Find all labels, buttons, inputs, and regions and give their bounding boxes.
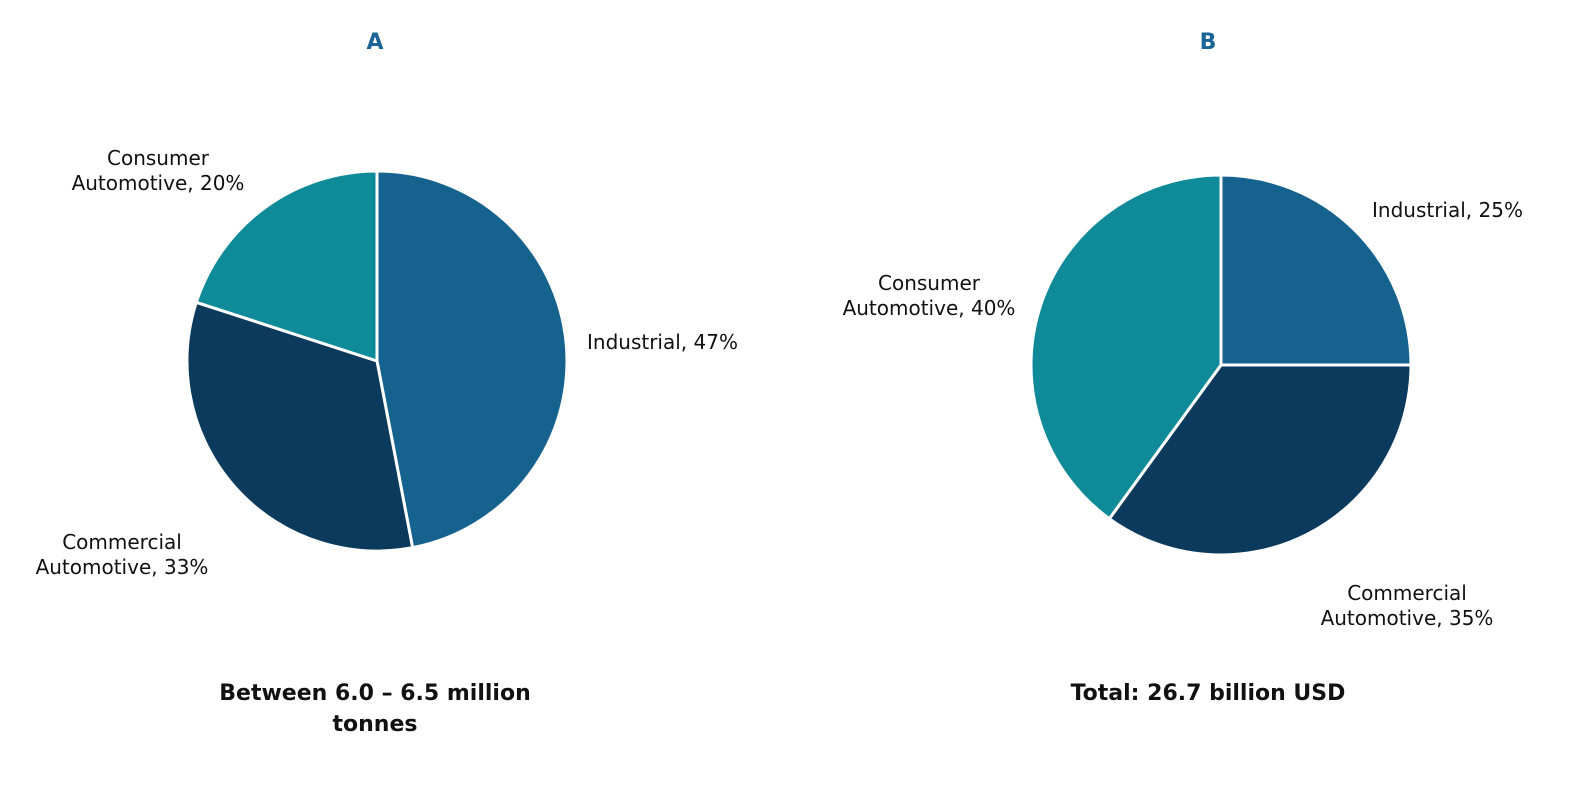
chart-caption-b: Total: 26.7 billion USD	[1070, 681, 1346, 706]
pie-b-slice-consumer-automotive	[1029, 173, 1223, 521]
pie-a-label-commercial-automotive: Commercial Automotive, 33%	[36, 530, 209, 579]
pie-b-label-consumer-automotive: Consumer Automotive, 40%	[843, 271, 1016, 320]
pie-a-label-consumer-automotive: Consumer Automotive, 20%	[72, 146, 245, 195]
pie-b-slice-industrial	[1219, 173, 1413, 367]
pie-b-label-commercial-automotive: Commercial Automotive, 35%	[1321, 581, 1494, 630]
chart-title-b: B	[1199, 30, 1217, 55]
pie-a-svg: Industrial, 47% Commercial Automotive, 33%…	[36, 146, 738, 579]
pie-chart-b: B Industrial, 25% Commercial Automotive, 3…	[800, 0, 1573, 802]
pie-b-svg: Industrial, 25% Commercial Automotive, 35%…	[843, 173, 1523, 630]
pie-a-slice-consumer-automotive	[194, 169, 379, 363]
chart-caption-a: Between 6.0 – 6.5 million tonnes	[219, 681, 531, 737]
chart-title-a: A	[366, 30, 384, 55]
pie-a-slice-industrial	[375, 169, 569, 550]
pie-a-slice-commercial-automotive	[185, 300, 415, 553]
pie-b-slice-commercial-automotive	[1107, 363, 1413, 557]
pie-a-label-industrial: Industrial, 47%	[587, 330, 738, 354]
pie-b-label-industrial: Industrial, 25%	[1372, 198, 1523, 222]
pie-chart-a: A Industrial, 47% Commercial Automotive, 3…	[0, 0, 760, 802]
